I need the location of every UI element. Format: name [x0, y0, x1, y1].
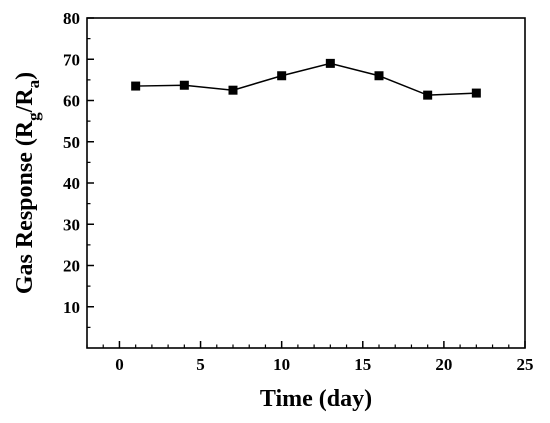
y-axis-title-end: )	[12, 72, 38, 80]
y-axis-title-sub-a: a	[24, 79, 43, 88]
data-point-marker	[131, 81, 141, 91]
y-axis-title-sub-g: g	[24, 112, 43, 121]
y-axis-title: Gas Response (Rg/Ra)	[12, 72, 43, 294]
data-point-marker	[228, 85, 238, 95]
y-axis-title-main: Gas Response (R	[12, 120, 38, 294]
x-tick-label: 10	[273, 355, 290, 374]
data-point-marker	[423, 90, 433, 100]
y-tick-label: 50	[63, 133, 80, 152]
y-tick-label: 60	[63, 92, 80, 111]
x-tick-label: 20	[435, 355, 452, 374]
x-tick-label: 25	[517, 355, 534, 374]
x-tick-label: 0	[115, 355, 124, 374]
data-point-marker	[471, 88, 481, 98]
data-point-marker	[277, 71, 287, 81]
x-axis-title: Time (day)	[260, 386, 372, 412]
x-tick-label: 15	[354, 355, 371, 374]
y-tick-label: 70	[63, 50, 80, 69]
y-tick-label: 10	[63, 298, 80, 317]
data-point-marker	[374, 71, 384, 81]
plot-area-frame	[86, 17, 526, 349]
y-tick-label: 40	[63, 174, 80, 193]
data-point-marker	[325, 58, 335, 68]
y-tick-label: 20	[63, 257, 80, 276]
x-tick-label: 5	[196, 355, 205, 374]
series-line	[135, 62, 477, 96]
data-point-marker	[179, 80, 189, 90]
y-axis-title-mid: /R	[12, 88, 38, 114]
y-tick-label: 30	[63, 215, 80, 234]
y-tick-label: 80	[63, 9, 80, 28]
